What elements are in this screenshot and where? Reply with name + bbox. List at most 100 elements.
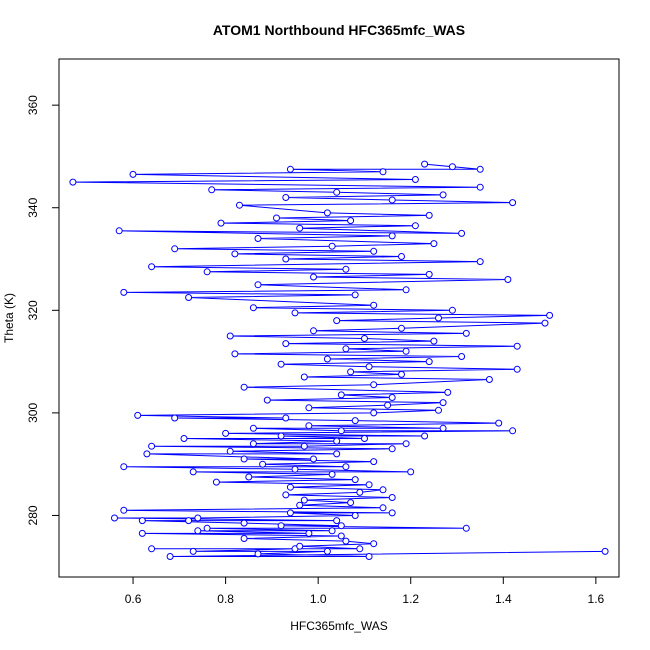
data-point: [337, 391, 345, 399]
data-point: [421, 432, 429, 440]
data-point: [240, 519, 248, 527]
x-axis: 0.6 0.8 1.0 1.2 1.4 1.6: [125, 576, 605, 606]
y-tick-label: 340: [26, 197, 40, 217]
data-point: [296, 224, 304, 232]
data-point: [282, 414, 290, 422]
data-point: [208, 186, 216, 194]
data-point: [240, 455, 248, 463]
data-point: [148, 263, 156, 271]
data-point: [351, 512, 359, 519]
data-point: [217, 219, 225, 227]
data-point: [249, 424, 257, 432]
data-point: [370, 409, 378, 417]
data-point: [342, 345, 350, 353]
data-point: [226, 332, 234, 340]
data-point: [300, 496, 308, 504]
data-point: [448, 163, 456, 171]
data-point: [379, 504, 387, 512]
data-point: [541, 319, 549, 327]
data-point: [333, 450, 341, 458]
data-point: [425, 358, 433, 366]
data-point: [365, 481, 373, 489]
data-point: [546, 311, 554, 319]
data-point: [323, 547, 331, 555]
data-point: [601, 547, 609, 555]
data-point: [388, 494, 396, 501]
data-point: [342, 265, 350, 273]
data-point: [286, 509, 294, 517]
data-point: [240, 535, 248, 542]
data-point: [148, 442, 156, 450]
x-tick-label: 0.6: [125, 592, 142, 606]
data-point: [277, 432, 285, 440]
data-point: [504, 276, 512, 283]
data-point: [310, 455, 317, 463]
data-point: [333, 188, 341, 196]
data-point: [189, 468, 197, 476]
data-point: [435, 406, 442, 414]
data-point: [277, 360, 285, 368]
data-point: [120, 288, 128, 296]
data-point: [337, 427, 345, 435]
data-point: [347, 499, 355, 507]
data-point: [365, 553, 373, 560]
data-point: [430, 240, 438, 248]
data-point: [226, 447, 234, 455]
data-point: [333, 437, 341, 445]
data-point: [402, 347, 410, 355]
data-point: [411, 176, 419, 183]
data-point: [286, 483, 294, 491]
data-point: [439, 424, 447, 432]
data-point: [361, 435, 368, 442]
data-point: [361, 335, 368, 342]
data-point: [305, 404, 313, 412]
data-point: [462, 329, 470, 337]
x-tick-label: 1.6: [588, 592, 605, 606]
data-point: [356, 488, 364, 496]
data-point: [263, 396, 271, 404]
data-point: [185, 294, 193, 301]
y-tick-label: 300: [26, 403, 40, 423]
data-point: [351, 417, 359, 425]
data-point: [273, 214, 280, 222]
data-point: [448, 306, 456, 314]
data-point: [310, 273, 317, 281]
data-point: [282, 340, 290, 348]
data-point: [425, 211, 433, 219]
data-point: [231, 250, 239, 258]
data-point: [323, 209, 331, 217]
data-point: [421, 160, 429, 168]
data-point: [120, 506, 128, 514]
data-point: [351, 476, 359, 484]
data-point: [342, 463, 350, 471]
data-point: [111, 514, 118, 522]
data-point: [337, 532, 345, 540]
data-point: [370, 540, 378, 548]
data-point: [425, 270, 433, 278]
data-point: [212, 478, 220, 486]
data-point: [69, 178, 77, 186]
data-point: [240, 383, 248, 391]
data-point: [305, 422, 313, 430]
data-point: [388, 232, 396, 240]
data-point: [323, 355, 331, 363]
data-point: [148, 545, 156, 553]
data-point: [495, 419, 503, 427]
data-point: [513, 365, 521, 373]
data-point: [115, 227, 123, 235]
data-point: [337, 522, 345, 530]
data-point: [282, 194, 290, 201]
data-point: [180, 435, 188, 442]
y-axis-label: Theta (K): [2, 293, 16, 343]
data-point: [203, 268, 211, 276]
data-point: [166, 553, 174, 560]
data-point: [398, 324, 405, 332]
data-point: [402, 440, 410, 448]
data-point: [462, 524, 470, 532]
data-point: [254, 281, 262, 289]
data-point: [305, 529, 313, 537]
data-point: [120, 463, 128, 471]
data-point: [509, 427, 517, 435]
x-tick-label: 0.8: [217, 592, 234, 606]
